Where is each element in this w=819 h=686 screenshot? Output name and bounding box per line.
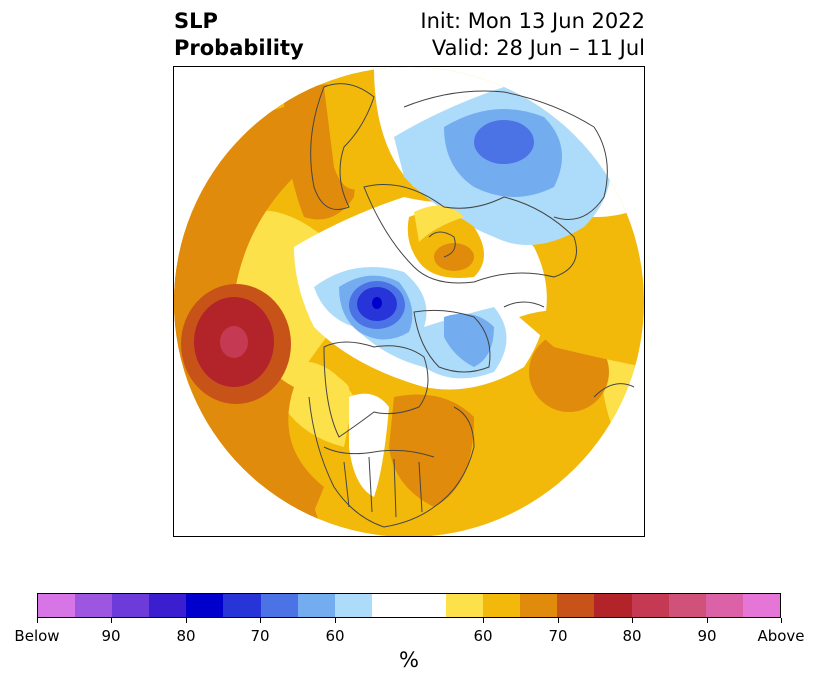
map-dates: Init: Mon 13 Jun 2022 Valid: 28 Jun – 11… xyxy=(420,8,645,62)
colorbar-segment-above-5 xyxy=(594,594,632,617)
colorbar-segment-below-5 xyxy=(186,594,224,617)
colorbar-tick-label: Above xyxy=(757,627,805,645)
colorbar-segment-below-9 xyxy=(334,594,372,617)
colorbar-segment-above-8 xyxy=(705,594,743,617)
colorbar-tick-mark xyxy=(483,618,484,623)
europe-west-coast xyxy=(593,383,635,398)
canada-arctic-coast xyxy=(323,341,429,438)
colorbar-segment-above-9 xyxy=(742,594,780,617)
colorbar-segment-above-6 xyxy=(631,594,669,617)
colorbar-tick-mark xyxy=(37,618,38,623)
colorbar-tick-label: 90 xyxy=(697,627,717,645)
colorbar-segment-below-8 xyxy=(297,594,335,617)
colorbar-tick-label: Below xyxy=(14,627,60,645)
colorbar-tick-label: 90 xyxy=(101,627,121,645)
colorbar-segment-below-7 xyxy=(260,594,298,617)
colorbar-tick-label: 80 xyxy=(622,627,642,645)
colorbar-tick-label: 70 xyxy=(250,627,270,645)
colorbar-tick-mark xyxy=(707,618,708,623)
above-50-region-canada xyxy=(304,373,349,427)
colorbar-segment-above-4 xyxy=(557,594,595,617)
colorbar-segment-below-2 xyxy=(75,594,113,617)
colorbar-tick-mark xyxy=(260,618,261,623)
us-canada-border xyxy=(323,446,435,458)
colorbar-segment-below-4 xyxy=(149,594,187,617)
colorbar-tick-label: 70 xyxy=(548,627,568,645)
above-70-region-eastern-us xyxy=(389,394,474,507)
probability-map xyxy=(173,66,645,537)
colorbar-units: % xyxy=(399,648,419,672)
probability-colorbar xyxy=(37,593,781,618)
colorbar-segment-below-1 xyxy=(38,594,76,617)
colorbar-segment-neutral xyxy=(371,594,447,617)
init-date: Init: Mon 13 Jun 2022 xyxy=(420,9,645,33)
above-70-region-scandinavia xyxy=(434,243,474,271)
above-60-region-north-atlantic xyxy=(519,310,644,367)
colorbar-tick-label: 60 xyxy=(473,627,493,645)
colorbar-tick-mark xyxy=(558,618,559,623)
coastlines xyxy=(308,83,635,528)
neutral-region-central-us xyxy=(349,393,389,497)
greenland-coast xyxy=(413,309,491,373)
colorbar-tick-mark xyxy=(781,618,782,623)
colorbar-tick-mark xyxy=(335,618,336,623)
colorbar-tick-label: 80 xyxy=(176,627,196,645)
colorbar-segment-above-2 xyxy=(483,594,521,617)
colorbar-tick-mark xyxy=(632,618,633,623)
colorbar-segment-above-3 xyxy=(520,594,558,617)
us-state-lines xyxy=(343,456,423,518)
eurasia-coast xyxy=(363,184,577,284)
map-title: SLP Probability xyxy=(174,8,304,62)
below-80-region-eurasia xyxy=(474,120,534,164)
valid-period: Valid: 28 Jun – 11 Jul xyxy=(431,36,645,60)
colorbar-tick-mark xyxy=(111,618,112,623)
above-90-region xyxy=(220,326,248,358)
above-50-region-scandinavia xyxy=(414,205,464,242)
below-90-region-arctic xyxy=(372,297,382,309)
alaska-coast xyxy=(310,83,375,210)
probability-fields xyxy=(174,67,644,536)
colorbar-segment-above-1 xyxy=(446,594,484,617)
colorbar-tick-mark xyxy=(186,618,187,623)
siberia-coast xyxy=(403,90,608,220)
scandinavia-coast xyxy=(428,231,456,258)
above-60-region-alaska xyxy=(324,71,374,190)
title-variable: SLP xyxy=(174,9,218,33)
title-measure: Probability xyxy=(174,36,304,60)
colorbar-tick-label: 60 xyxy=(325,627,345,645)
colorbar-segment-above-7 xyxy=(668,594,706,617)
colorbar-segment-below-6 xyxy=(223,594,261,617)
polar-projection-map xyxy=(174,67,644,536)
north-america-coast xyxy=(308,396,475,528)
colorbar-segment-below-3 xyxy=(112,594,150,617)
iceland-coast xyxy=(503,301,545,308)
